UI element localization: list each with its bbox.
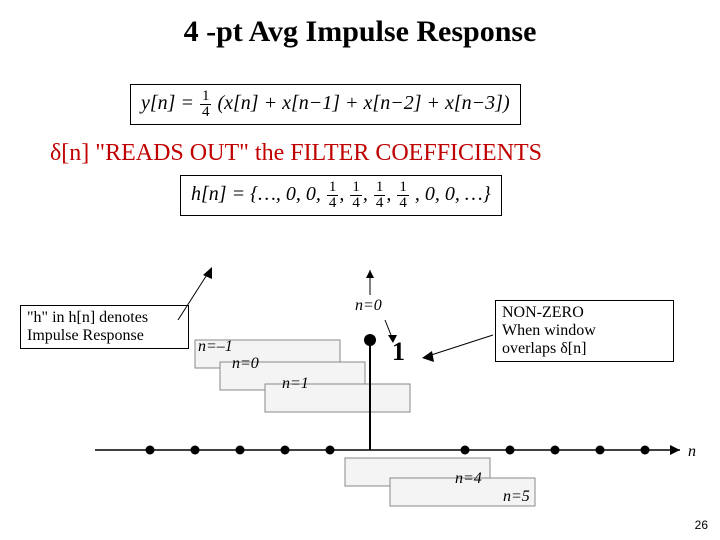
label-one: 1 (392, 337, 405, 367)
equation-h: h[n] = {…, 0, 0, 14, 14, 14, 14 , 0, 0, … (180, 175, 502, 216)
label-n-axis: n (688, 443, 696, 461)
page-title: 4 -pt Avg Impulse Response (0, 0, 720, 49)
label-n4: n=4 (455, 470, 482, 488)
label-n0-top: n=0 (355, 297, 382, 315)
label-n-minus-1: n=–1 (198, 338, 233, 356)
reads-out-text: δ[n] "READS OUT" the FILTER COEFFICIENTS (50, 140, 720, 167)
label-n0-window: n=0 (232, 355, 259, 373)
equation-y: y[n] = 14 (x[n] + x[n−1] + x[n−2] + x[n−… (130, 84, 521, 125)
slide-number: 26 (695, 518, 708, 532)
label-n1: n=1 (282, 375, 309, 393)
label-n5: n=5 (503, 488, 530, 506)
